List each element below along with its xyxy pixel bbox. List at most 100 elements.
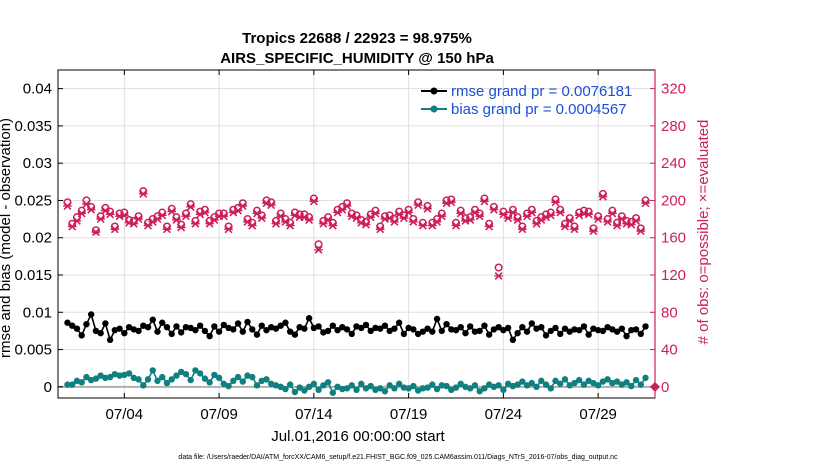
rmse-point [64, 319, 71, 326]
obs-evaluated-point [271, 219, 281, 228]
bias-point [443, 382, 450, 390]
bias-point [561, 376, 569, 383]
y-right-tick-label: 120 [661, 267, 686, 284]
rmse-point [196, 322, 204, 329]
rmse-point [106, 336, 114, 344]
bias-point [358, 380, 365, 388]
bias-point [201, 375, 209, 382]
bias-point [310, 380, 318, 388]
bias-point [495, 382, 502, 389]
rmse-point [528, 320, 536, 327]
rmse-point [83, 321, 90, 328]
rmse-point [135, 327, 142, 335]
bias-point [519, 378, 526, 385]
rmse-point [234, 320, 242, 327]
rmse-point [358, 324, 365, 332]
rmse-point [78, 332, 85, 339]
obs-evaluated-point [390, 217, 399, 226]
bias-point [419, 385, 427, 392]
obs-evaluated-point [565, 216, 575, 225]
bias-point [386, 382, 393, 389]
rmse-point [429, 328, 436, 335]
bias-point [315, 386, 322, 393]
obs-evaluated-point [598, 192, 608, 201]
legend: rmse grand pr = 0.0076181 bias grand pr … [421, 83, 632, 118]
bias-point [628, 382, 635, 390]
rmse-point [149, 316, 156, 323]
obs-evaluated-point [494, 271, 504, 280]
obs-evaluated-point [276, 212, 286, 221]
x-tick-label: 07/14 [295, 406, 333, 423]
rmse-point [481, 322, 488, 329]
rmse-point [495, 323, 502, 331]
obs-evaluated-point [119, 211, 129, 220]
y-left-tick-label: 0.03 [23, 155, 52, 172]
obs-evaluated-point [257, 214, 267, 223]
x-tick-label: 07/24 [485, 406, 523, 423]
rmse-point [609, 326, 616, 333]
bias-point [234, 373, 242, 381]
rmse-point [575, 326, 583, 334]
obs-evaluated-point [371, 209, 380, 218]
rmse-point [73, 325, 81, 332]
y-right-tick-label: 40 [661, 342, 678, 359]
rmse-point [187, 324, 194, 332]
obs-evaluated-point [342, 202, 352, 211]
obs-evaluated-point [593, 215, 603, 224]
obs-evaluated-point [219, 212, 229, 221]
bias-point [542, 381, 550, 388]
bias-point [329, 389, 337, 396]
y-right-tick-label: 0 [661, 379, 669, 396]
rmse-point [618, 325, 626, 332]
bias-point [97, 372, 104, 379]
bias-point [173, 372, 180, 379]
bias-point [339, 385, 346, 393]
rmse-point [580, 323, 588, 330]
rmse-point [343, 326, 351, 333]
obs-evaluated-point [612, 221, 622, 230]
bias-point [196, 370, 204, 377]
y-left-tick-label: 0.015 [14, 267, 52, 284]
rmse-point [182, 323, 190, 331]
bias-point [215, 374, 223, 382]
bias-point [362, 385, 370, 392]
obs-evaluated-point [641, 199, 650, 208]
obs-evaluated-point [451, 221, 461, 230]
obs-evaluated-point [375, 225, 385, 234]
bias-point [571, 379, 578, 387]
rmse-point [272, 325, 280, 332]
rmse-point [125, 323, 133, 331]
bias-point [177, 368, 185, 376]
bias-point [220, 380, 228, 388]
obs-evaluated-point [105, 210, 115, 219]
rmse-point [102, 320, 109, 327]
bias-point [452, 384, 460, 391]
rmse-point [239, 328, 246, 335]
bias-point [538, 377, 545, 385]
rmse-point [277, 322, 284, 329]
obs-evaluated-point [480, 197, 489, 206]
bias-point [637, 381, 644, 388]
rmse-point [443, 321, 450, 328]
bias-point [192, 367, 199, 374]
rmse-point [87, 311, 95, 318]
obs-evaluated-point [432, 217, 442, 226]
obs-evaluated-point [404, 208, 414, 217]
bias-point [400, 384, 408, 391]
bias-point [533, 383, 540, 391]
obs-evaluated-point [607, 209, 617, 218]
rmse-point [419, 328, 427, 335]
obs-evaluated-point [328, 221, 338, 230]
obs-evaluated-point [489, 205, 499, 214]
bias-point [225, 382, 232, 390]
obs-evaluated-point [636, 227, 646, 236]
bias-point [106, 373, 114, 381]
obs-evaluated-point [181, 212, 191, 221]
bias-point [642, 374, 649, 382]
rmse-point [258, 322, 265, 329]
chart-subtitle: AIRS_SPECIFIC_HUMIDITY @ 150 hPa [220, 50, 494, 67]
bias-point [102, 374, 109, 382]
bias-point [159, 373, 166, 381]
obs-evaluated-point [361, 220, 371, 229]
y-axis-right-label: # of obs: o=possible; ×=evaluated [695, 120, 712, 345]
